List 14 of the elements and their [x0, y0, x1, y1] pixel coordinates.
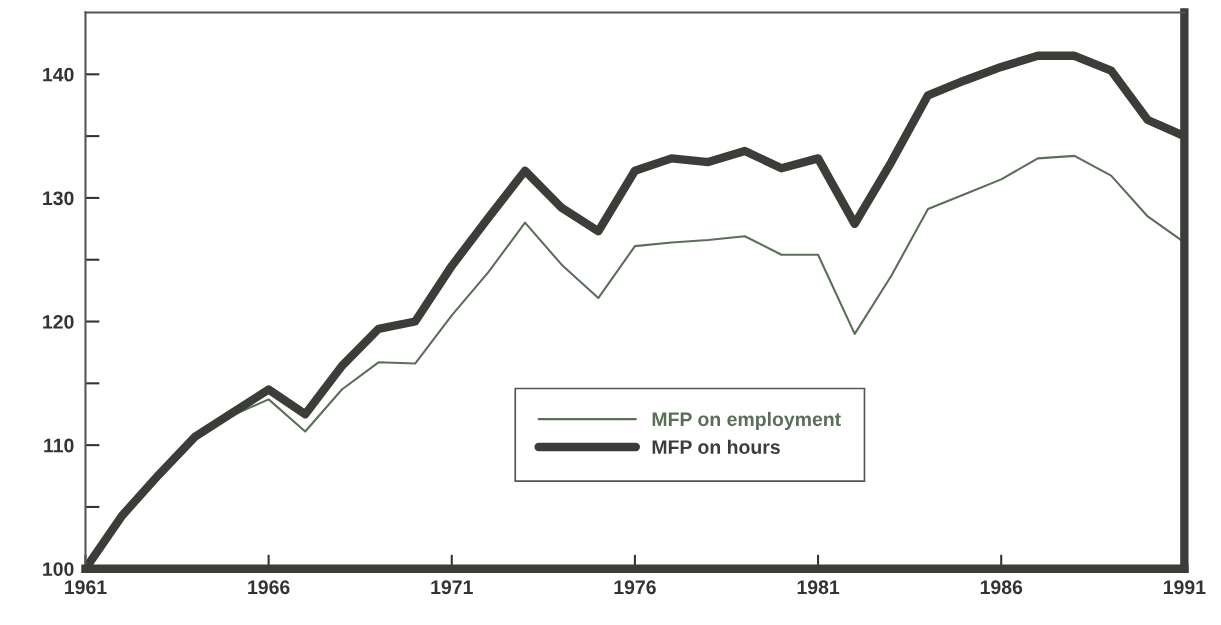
- y-tick-label: 110: [44, 438, 74, 453]
- x-tick-label: 1966: [248, 580, 290, 595]
- x-tick-label: 1971: [431, 580, 473, 595]
- y-tick-label: 100: [43, 562, 74, 576]
- x-tick-label: 1981: [797, 580, 840, 595]
- text: MFP on hours: [652, 439, 780, 454]
- x-tick-label: 1976: [614, 580, 656, 595]
- x-tick-label: 1991: [1163, 580, 1206, 595]
- y-tick-label: 120: [43, 315, 74, 329]
- y-tick-label: 140: [43, 67, 74, 82]
- text: MFP on employment: [652, 411, 841, 430]
- y-tick-label: 130: [43, 191, 74, 206]
- x-tick-label: 1961: [65, 580, 107, 595]
- x-tick-label: 1986: [980, 580, 1023, 595]
